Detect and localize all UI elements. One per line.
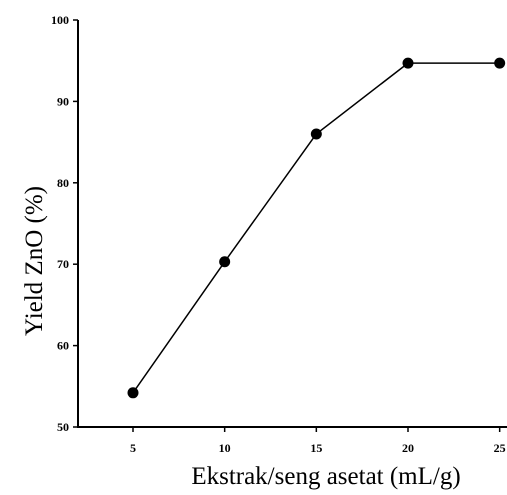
data-point	[494, 57, 506, 69]
x-ticks: 5 10 15 20 25	[130, 427, 506, 455]
series	[127, 57, 506, 399]
y-ticks: 50 60 70 80 90 100	[51, 13, 78, 434]
x-tick-label: 20	[402, 441, 414, 455]
y-tick-label: 90	[57, 94, 69, 108]
y-tick-label: 100	[51, 13, 69, 27]
data-point	[219, 256, 231, 268]
data-point	[310, 128, 322, 140]
axes	[77, 20, 507, 428]
x-tick-label: 25	[494, 441, 506, 455]
y-axis-title: Yield ZnO (%)	[21, 186, 48, 336]
x-tick-label: 5	[130, 441, 136, 455]
x-tick-label: 15	[310, 441, 322, 455]
y-tick-label: 70	[57, 257, 69, 271]
x-tick-label: 10	[219, 441, 231, 455]
series-line	[132, 62, 500, 394]
x-axis-title: Ekstrak/seng asetat (mL/g)	[191, 463, 460, 490]
data-point	[402, 57, 414, 69]
y-tick-label: 60	[57, 339, 69, 353]
y-tick-label: 80	[57, 176, 69, 190]
data-point	[127, 387, 139, 399]
y-tick-label: 50	[57, 420, 69, 434]
